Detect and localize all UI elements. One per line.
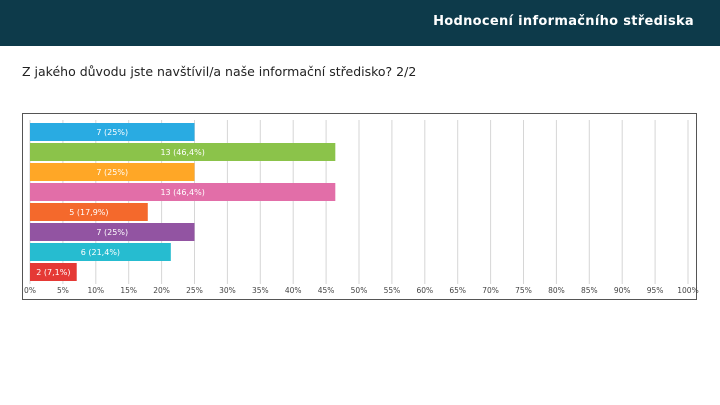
x-tick-label: 35% xyxy=(252,286,269,295)
bar xyxy=(30,203,148,221)
x-tick-label: 10% xyxy=(87,286,104,295)
x-tick-label: 45% xyxy=(318,286,335,295)
x-tick-label: 75% xyxy=(515,286,532,295)
header-bar: Hodnocení informačního střediska xyxy=(0,0,720,46)
bar xyxy=(30,163,195,181)
bar-data-label: 13 (46,4%) xyxy=(160,148,204,157)
x-tick-label: 25% xyxy=(186,286,203,295)
bar-data-label: 6 (21,4%) xyxy=(81,248,120,257)
x-tick-label: 5% xyxy=(57,286,69,295)
bar-data-label: 5 (17,9%) xyxy=(69,208,108,217)
x-tick-label: 80% xyxy=(548,286,565,295)
bar-data-label: 7 (25%) xyxy=(96,128,128,137)
x-tick-label: 90% xyxy=(614,286,631,295)
bar xyxy=(30,243,171,261)
x-tick-label: 65% xyxy=(449,286,466,295)
x-tick-label: 0% xyxy=(24,286,36,295)
x-tick-label: 50% xyxy=(351,286,368,295)
x-tick-label: 15% xyxy=(120,286,137,295)
bar xyxy=(30,123,195,141)
chart-frame xyxy=(22,113,697,300)
x-tick-label: 20% xyxy=(153,286,170,295)
bar-data-label: 7 (25%) xyxy=(96,228,128,237)
question-title: Z jakého důvodu jste navštívil/a naše in… xyxy=(22,64,417,79)
x-tick-label: 70% xyxy=(482,286,499,295)
x-tick-label: 40% xyxy=(285,286,302,295)
x-tick-label: 100% xyxy=(677,286,698,295)
x-tick-label: 85% xyxy=(581,286,598,295)
bar-data-label: 7 (25%) xyxy=(96,168,128,177)
bar xyxy=(30,263,77,281)
bar xyxy=(30,223,195,241)
header-title: Hodnocení informačního střediska xyxy=(433,14,694,29)
bar xyxy=(30,183,336,201)
x-tick-label: 30% xyxy=(219,286,236,295)
bar-data-label: 13 (46,4%) xyxy=(160,188,204,197)
x-tick-label: 95% xyxy=(647,286,664,295)
x-tick-label: 60% xyxy=(416,286,433,295)
x-tick-label: 55% xyxy=(384,286,401,295)
bar xyxy=(30,143,336,161)
bar-data-label: 2 (7,1%) xyxy=(36,268,70,277)
